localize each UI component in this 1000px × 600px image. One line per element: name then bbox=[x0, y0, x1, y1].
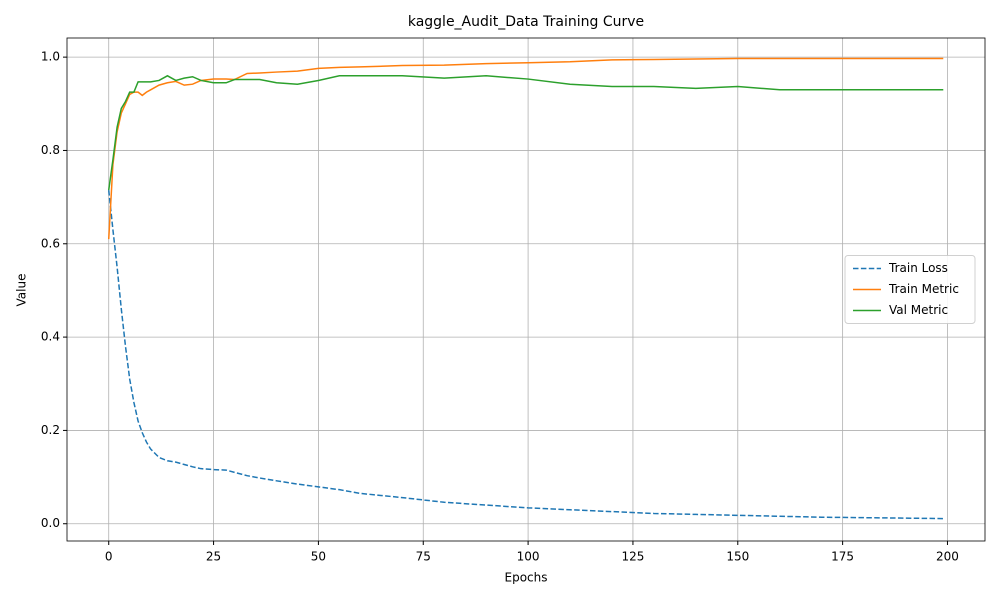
x-tick-label: 175 bbox=[831, 550, 854, 564]
legend-label: Train Loss bbox=[888, 261, 948, 275]
x-tick-label: 200 bbox=[936, 550, 959, 564]
y-tick-label: 0.2 bbox=[41, 423, 60, 437]
legend: Train Loss Train Metric Val Metric bbox=[844, 255, 976, 324]
plot-frame bbox=[66, 37, 986, 542]
legend-label: Val Metric bbox=[889, 303, 948, 317]
line bbox=[107, 190, 944, 520]
x-tick-label: 25 bbox=[206, 550, 221, 564]
legend-label: Train Metric bbox=[888, 282, 959, 296]
chart-title: kaggle_Audit_Data Training Curve bbox=[408, 14, 644, 30]
line bbox=[107, 57, 944, 240]
x-tick-label: 50 bbox=[311, 550, 326, 564]
x-tick-label: 125 bbox=[621, 550, 644, 564]
x-tick-label: 75 bbox=[416, 550, 431, 564]
y-axis-label: Value bbox=[15, 274, 29, 307]
x-tick-label: 0 bbox=[105, 550, 113, 564]
line bbox=[107, 74, 944, 191]
x-axis-label: Epochs bbox=[505, 571, 548, 585]
y-tick-label: 1.0 bbox=[41, 50, 60, 64]
legend-box bbox=[844, 255, 976, 324]
y-tick-label: 0.0 bbox=[41, 516, 60, 530]
x-tick-label: 150 bbox=[726, 550, 749, 564]
y-tick-label: 0.4 bbox=[41, 330, 60, 344]
x-tick-label: 100 bbox=[517, 550, 540, 564]
y-tick-label: 0.6 bbox=[41, 236, 60, 250]
y-tick-label: 0.8 bbox=[41, 143, 60, 157]
